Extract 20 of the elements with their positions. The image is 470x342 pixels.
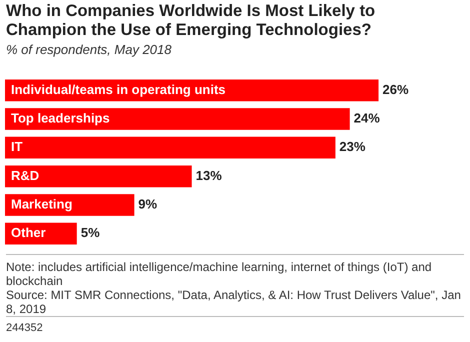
bar	[5, 165, 192, 188]
text: 244352	[6, 322, 43, 334]
y-tick-label: Individual/teams in operating units	[11, 82, 226, 97]
y-tick-label: IT	[11, 139, 23, 154]
data-label: 9%	[138, 196, 158, 212]
y-tick-label: Marketing	[11, 196, 72, 212]
bar	[5, 108, 350, 130]
chart-title: Who in Companies Worldwide Is Most Likely to Champion the Use of Emerging Technologies?	[6, 2, 376, 40]
data-label: 26%	[382, 82, 409, 97]
data-label: 23%	[339, 139, 366, 154]
data-label: 13%	[196, 168, 222, 183]
y-tick-label: Other	[11, 225, 46, 240]
y-tick-label: Top leaderships	[11, 110, 110, 126]
data-label: 24%	[354, 110, 380, 126]
y-tick-label: R&D	[11, 168, 40, 183]
bar	[5, 136, 336, 159]
data-label: 5%	[80, 225, 100, 240]
source-note: Source: MIT SMR Connections, "Data, Analytics, & AI: How Trust Delivers Value", Jan 8, 2019	[6, 288, 462, 316]
chart-subtitle: % of respondents, May 2018	[6, 42, 172, 57]
text: Note: includes artificial intelligence/machine learning, internet of things (IoT) and blockchain	[6, 260, 433, 288]
